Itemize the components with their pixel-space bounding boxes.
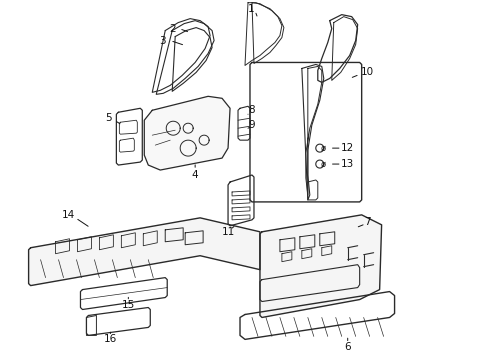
Text: 5: 5	[105, 113, 112, 123]
Text: 1: 1	[247, 4, 254, 14]
Polygon shape	[260, 215, 382, 318]
Text: 12: 12	[341, 143, 354, 153]
Text: 4: 4	[192, 170, 198, 180]
Text: 14: 14	[62, 210, 75, 220]
Text: 11: 11	[221, 227, 235, 237]
Polygon shape	[28, 218, 260, 285]
Text: 13: 13	[341, 159, 354, 169]
Text: 8: 8	[248, 105, 255, 115]
Polygon shape	[144, 96, 230, 170]
Text: 10: 10	[361, 67, 374, 77]
Text: 15: 15	[122, 300, 135, 310]
Text: 6: 6	[344, 342, 351, 352]
Text: 9: 9	[248, 120, 255, 130]
Text: 7: 7	[365, 217, 371, 227]
Text: ø: ø	[320, 159, 325, 168]
Text: 2: 2	[169, 24, 175, 33]
Text: ø: ø	[320, 144, 325, 153]
Text: 3: 3	[159, 36, 166, 46]
Text: 16: 16	[104, 334, 117, 345]
